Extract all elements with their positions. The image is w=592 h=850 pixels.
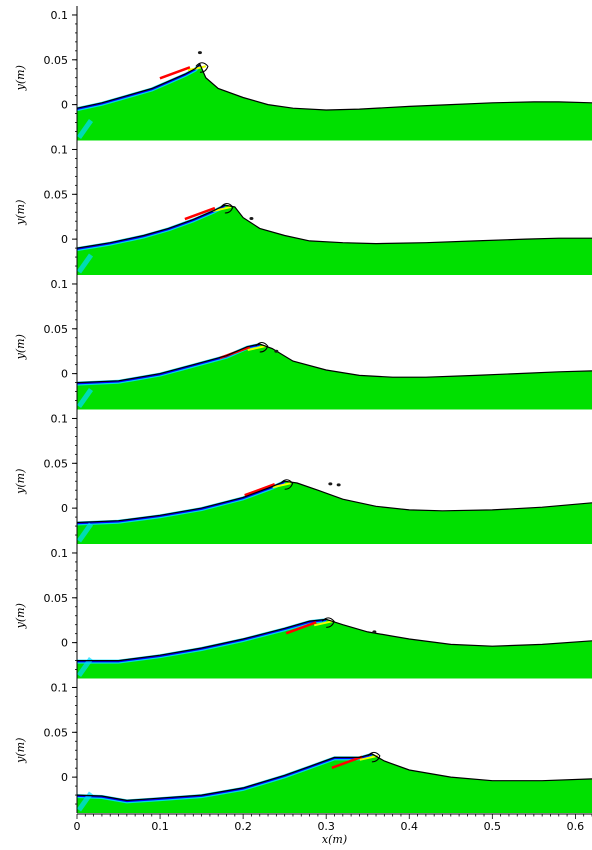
- y-tick-label: 0.1: [51, 9, 69, 22]
- panel-2: 0.1 0.05 0 y(m): [14, 140, 592, 275]
- x-tick-label: 0.1: [151, 820, 169, 833]
- free-surface-line: [77, 753, 592, 802]
- free-surface-line: [77, 63, 592, 111]
- streak-cyan-bottom: [77, 657, 94, 677]
- water-region: [77, 64, 592, 141]
- y-tick-label: 0: [61, 99, 68, 112]
- streak-yellow: [359, 754, 379, 761]
- water-region: [77, 753, 592, 813]
- streak-red: [159, 66, 191, 80]
- streak-yellow: [187, 65, 207, 72]
- panel-1: 0.1 0.05 0 y(m): [14, 6, 592, 141]
- y-tick-label: 0: [61, 502, 68, 515]
- y-axis-label: y(m): [14, 334, 27, 360]
- streak-yellow: [247, 345, 266, 352]
- y-tick-label: 0.1: [51, 143, 69, 156]
- streak-red: [331, 755, 363, 769]
- water-region: [77, 481, 592, 544]
- streak-cyan-bottom: [77, 522, 94, 543]
- y-tick-label: 0: [61, 771, 68, 784]
- x-tick-label: 0.6: [567, 820, 585, 833]
- free-surface-line: [77, 618, 592, 662]
- streak-yellow: [313, 620, 333, 627]
- y-tick-label: 0: [61, 233, 68, 246]
- crest-curl: [195, 62, 209, 73]
- y-axis-label: y(m): [14, 603, 27, 629]
- y-tick-label: 0.1: [51, 412, 69, 425]
- streak-red: [244, 483, 276, 497]
- droplet: [372, 630, 377, 634]
- panel-6: 0.1 0.05 0 y(m): [14, 678, 592, 813]
- water-region: [77, 619, 592, 679]
- water-region: [77, 344, 592, 410]
- droplet: [274, 349, 279, 353]
- x-tick-label: 0.3: [317, 820, 335, 833]
- y-axis-label: y(m): [14, 200, 27, 226]
- crest-curl: [367, 751, 381, 763]
- free-surface-line: [77, 343, 592, 384]
- water-region: [77, 205, 592, 275]
- y-tick-label: 0: [61, 368, 68, 381]
- x-tick-label: 0.4: [401, 820, 419, 833]
- y-tick-label: 0.05: [44, 726, 69, 739]
- x-axis-label: x(m): [322, 833, 347, 846]
- droplet: [249, 217, 254, 221]
- streak-red: [285, 621, 317, 635]
- panel-3: 0.1 0.05 0 y(m): [14, 275, 592, 410]
- x-tick-label: 0: [74, 820, 81, 833]
- droplet: [197, 51, 202, 55]
- y-tick-label: 0.05: [44, 323, 69, 336]
- y-tick-label: 0.1: [51, 278, 69, 291]
- streak-yellow: [272, 482, 291, 489]
- streak-red: [184, 206, 216, 221]
- y-axis-label: y(m): [14, 469, 27, 495]
- crest-curl: [280, 479, 294, 490]
- free-surface-line: [77, 480, 592, 524]
- crest-curl: [255, 342, 269, 353]
- y-tick-label: 0.05: [44, 457, 69, 470]
- streak-cyan-bottom: [77, 253, 94, 274]
- y-tick-label: 0.05: [44, 188, 69, 201]
- surface-band-blue: [77, 619, 327, 663]
- panels-group: 0.10.050y(m)0.10.050y(m)0.10.050y(m)0.10…: [14, 6, 592, 813]
- panel-5: 0.1 0.05 0 y(m): [14, 544, 592, 679]
- y-axis-label: y(m): [14, 738, 27, 764]
- crest-curl: [321, 617, 335, 628]
- surface-band-blue: [77, 754, 373, 803]
- free-surface-line: [77, 204, 592, 249]
- streak-yellow: [212, 206, 232, 213]
- streak-cyan-bottom: [77, 119, 94, 139]
- panel-4: 0.1 0.05 0 y(m): [14, 409, 592, 544]
- streak-cyan-bottom: [77, 388, 94, 408]
- y-tick-label: 0.1: [51, 547, 69, 560]
- surface-band-blue: [77, 481, 285, 525]
- y-tick-label: 0.05: [44, 592, 69, 605]
- droplet: [328, 482, 333, 486]
- crest-curl: [220, 203, 234, 214]
- droplet: [336, 483, 341, 487]
- x-tick-label: 0.2: [234, 820, 252, 833]
- x-axis: 0 0.1 0.2 0.3 0.4 0.5 0.6: [74, 813, 592, 833]
- y-tick-label: 0.1: [51, 681, 69, 694]
- y-axis-label: y(m): [14, 65, 27, 91]
- y-tick-label: 0: [61, 637, 68, 650]
- y-tick-label: 0.05: [44, 54, 69, 67]
- surface-band-blue: [77, 64, 201, 110]
- x-tick-label: 0.5: [484, 820, 502, 833]
